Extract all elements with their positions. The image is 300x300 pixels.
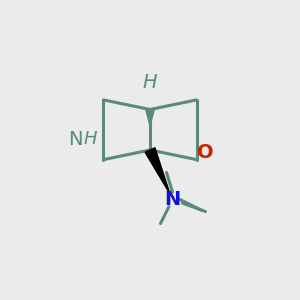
- Polygon shape: [145, 148, 170, 194]
- Text: H: H: [143, 73, 157, 92]
- Text: O: O: [197, 143, 214, 163]
- Polygon shape: [146, 110, 154, 126]
- Text: N: N: [164, 190, 181, 209]
- Text: N: N: [68, 130, 83, 149]
- Text: H: H: [84, 130, 98, 148]
